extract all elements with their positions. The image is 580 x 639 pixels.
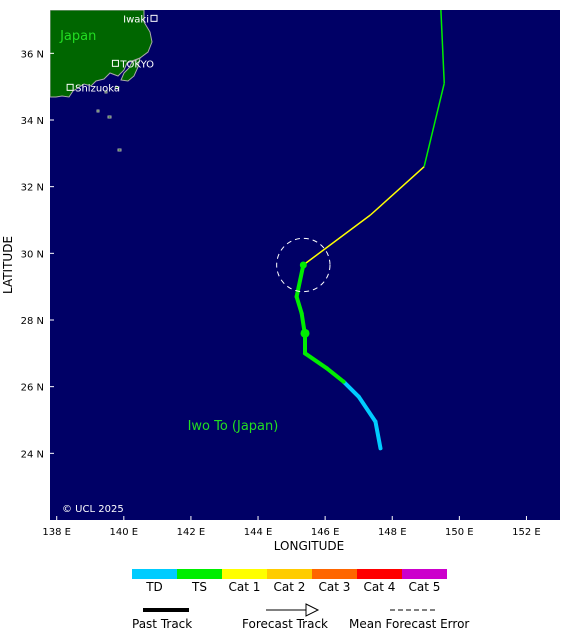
legend-category-label: TS	[191, 580, 207, 594]
past-track-legend-label: Past Track	[132, 617, 192, 631]
y-axis-title: LATITUDE	[1, 236, 15, 294]
legend-category-label: Cat 3	[319, 580, 351, 594]
land-layer	[50, 10, 153, 152]
storm-track	[276, 10, 445, 451]
city-label: TOKYO	[119, 59, 154, 70]
x-tick-label: 146 E	[311, 527, 340, 538]
y-tick-label: 26 N	[21, 383, 44, 394]
x-tick-label: 140 E	[110, 527, 139, 538]
x-tick-label: 150 E	[445, 527, 474, 538]
forecast-track-segment	[423, 83, 445, 167]
axis-ticks: 138 E 140 E 142 E 144 E 146 E 148 E 150 E 152 E…	[21, 49, 541, 538]
y-tick-label: 36 N	[21, 49, 44, 60]
city-markers: Iwaki TOKYO Shizuoka	[66, 14, 158, 94]
storm-position-marker	[299, 261, 307, 269]
past-track-segment	[324, 366, 346, 384]
legend-swatch	[177, 569, 222, 579]
legend-swatch	[357, 569, 402, 579]
region-label-japan: Japan	[59, 29, 96, 44]
forecast-track-legend-label: Forecast Track	[242, 617, 328, 631]
city-label: Iwaki	[123, 14, 149, 25]
y-tick-label: 30 N	[21, 249, 44, 260]
land-izu-island-1	[114, 85, 120, 90]
legend-swatch	[267, 569, 312, 579]
storm-position-marker	[300, 328, 310, 338]
forecast-track-legend-arrow	[305, 603, 320, 617]
city-marker	[66, 83, 74, 91]
x-tick-label: 148 E	[378, 527, 407, 538]
legend-swatch	[132, 569, 177, 579]
forecast-track-segment	[440, 10, 445, 84]
land-japan	[50, 10, 153, 98]
land-izu-island-3	[96, 109, 100, 113]
land-izu-island-4	[107, 115, 112, 119]
past-track-segment	[373, 419, 383, 451]
forecast-track-segment	[369, 166, 425, 216]
legend-swatch	[312, 569, 357, 579]
y-tick-label: 28 N	[21, 316, 44, 327]
legend-category-label: TD	[145, 580, 163, 594]
category-legend: TD TS Cat 1 Cat 2 Cat 3 Cat 4 Cat 5	[132, 569, 447, 594]
x-axis-title: LONGITUDE	[274, 539, 344, 553]
track-type-legend: Past Track Forecast Track Mean Forecast …	[132, 603, 469, 631]
legend-category-label: Cat 5	[409, 580, 441, 594]
past-track-segment	[341, 379, 361, 399]
city-label: Shizuoka	[75, 83, 120, 94]
forecast-error-circle	[276, 237, 331, 293]
legend-category-label: Cat 2	[274, 580, 306, 594]
land-izu-island-2	[104, 90, 108, 94]
past-track-segment	[303, 351, 329, 371]
y-tick-label: 24 N	[21, 449, 44, 460]
land-boso-peninsula	[120, 57, 141, 82]
x-tick-label: 138 E	[42, 527, 71, 538]
past-track-segment	[356, 394, 378, 424]
y-tick-label: 34 N	[21, 116, 44, 127]
legend-swatch	[222, 569, 267, 579]
y-tick-label: 32 N	[21, 183, 44, 194]
legend-category-label: Cat 1	[229, 580, 261, 594]
x-tick-label: 152 E	[512, 527, 541, 538]
x-tick-label: 142 E	[177, 527, 206, 538]
copyright-label: © UCL 2025	[62, 504, 124, 515]
error-legend-label: Mean Forecast Error	[349, 617, 469, 631]
city-marker	[150, 14, 158, 22]
land-izu-island-5	[117, 148, 122, 152]
legend-swatch	[402, 569, 447, 579]
forecast-track-segment	[302, 214, 371, 266]
region-label-iwo-to: Iwo To (Japan)	[188, 419, 279, 434]
legend-category-label: Cat 4	[364, 580, 396, 594]
past-track-segment	[294, 294, 304, 316]
x-tick-label: 144 E	[244, 527, 273, 538]
city-marker	[111, 59, 119, 67]
